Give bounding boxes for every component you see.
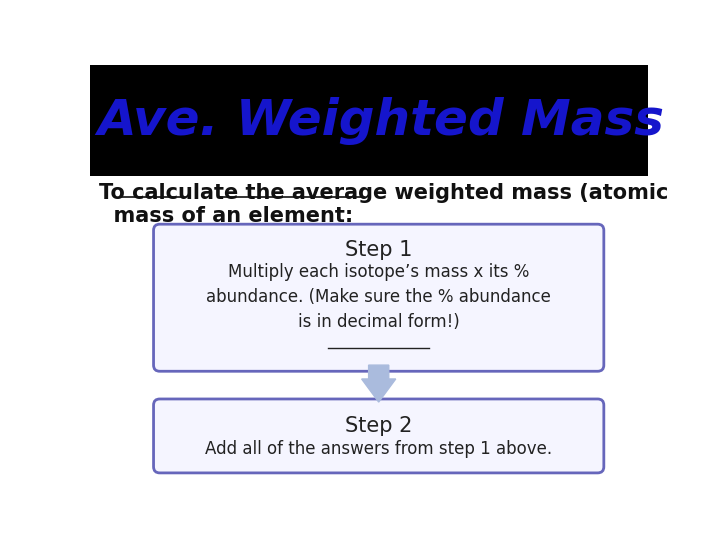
Text: Step 2: Step 2 [345,416,413,436]
Text: Step 1: Step 1 [345,240,413,260]
Text: Multiply each isotope’s mass x its %
abundance. (Make sure the % abundance
is in: Multiply each isotope’s mass x its % abu… [206,262,551,330]
Text: To calculate the average weighted mass (atomic
  mass of an element:: To calculate the average weighted mass (… [99,183,669,226]
FancyBboxPatch shape [153,224,604,372]
FancyBboxPatch shape [153,399,604,473]
FancyBboxPatch shape [90,65,648,177]
Polygon shape [361,365,396,402]
Text: Add all of the answers from step 1 above.: Add all of the answers from step 1 above… [205,440,552,458]
Text: Ave. Weighted Mass: Ave. Weighted Mass [98,97,665,145]
